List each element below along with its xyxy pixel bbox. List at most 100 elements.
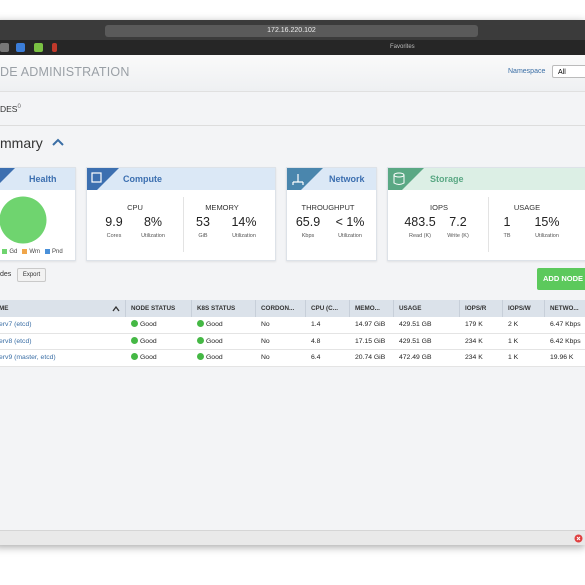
cell-text: erv9 (master, etcd) [0,354,56,361]
add-node-button[interactable]: ADD NODE [537,268,585,290]
node-name[interactable]: erv8 (etcd) [0,333,126,350]
cell-text: 1.4 [311,321,321,328]
legend-label: Gd [9,249,18,256]
nodes-tab[interactable]: DES0 [0,104,21,114]
legend-swatch [45,249,51,254]
section-label: MEMORY [205,203,239,212]
table-cell: 14.97 GiB [350,317,394,334]
health-card: Health [0,167,76,261]
table-cell: 20.74 GiB [350,350,394,367]
legend-item: Wm [22,249,40,255]
stat-unit: Utilization [338,233,362,239]
favorites-bar: Favorites [0,40,585,55]
legend-label: Pnd [52,249,63,256]
table-cell: No [256,333,306,350]
column-header[interactable]: NODE STATUS [126,300,192,317]
legend-swatch [2,249,8,254]
stat-unit: TB [503,233,511,239]
stat-unit: Kbps [301,233,315,239]
cell-text: Good [206,354,223,361]
table-cell: No [256,317,306,334]
legend-item: Pnd [45,249,63,255]
status-icon [131,320,138,327]
cell-text: 1 K [508,337,519,345]
nodes-label: des [0,271,12,278]
stat-value: 8% [143,215,163,229]
card-icon [287,168,323,190]
table-cell: 429.51 GB [394,333,460,350]
cell-text: 6.47 Kbps [550,321,581,328]
status-icon [197,320,204,327]
table-cell: Good [192,333,256,350]
cell-text: 2 K [508,321,519,328]
bookmark-icon[interactable] [52,43,57,52]
column-header[interactable]: CORDON... [256,300,306,317]
table-cell: Good [126,333,192,350]
column-header[interactable]: NETWO... [545,300,585,317]
card-icon [388,168,424,190]
storage-card: Storage [387,167,585,261]
namespace-label: Namespace [508,68,546,75]
cell-text: 20.74 GiB [355,354,386,361]
bookmark-icon[interactable] [16,43,25,52]
node-name[interactable]: erv9 (master, etcd) [0,350,126,367]
address-bar[interactable]: 172.16.220.102 [105,25,478,37]
card-header: Health [0,168,75,190]
status-icon [197,336,204,344]
section-label: THROUGHPUT [301,203,355,212]
stat-unit: Read (K) [408,233,431,239]
card-header: Storage [388,168,585,190]
status-icon [131,353,138,360]
bookmark-icon[interactable] [0,43,9,52]
table-cell: Good [192,317,256,334]
card-title: Storage [430,174,464,184]
cell-text: erv7 (etcd) [0,321,32,328]
column-header[interactable]: K8S STATUS [192,300,256,317]
health-chart [0,196,47,244]
cell-text: Good [206,337,223,345]
cell-text: erv8 (etcd) [0,337,32,345]
stat-value: 53 [196,215,210,229]
tab-badge: 0 [17,104,21,111]
column-header[interactable]: MEMO... [350,300,394,317]
stat-unit: Utilization [535,233,559,239]
section-label: CPU [127,203,143,212]
section-label: USAGE [513,203,541,212]
table-cell: 234 K [460,333,503,350]
browser-toolbar: 172.16.220.102 [0,20,585,40]
column-header[interactable]: IOPS/W [503,300,545,317]
card-icon [0,168,15,183]
cell-text: 4.8 [311,337,321,345]
table-cell: 472.49 GB [394,350,460,367]
cell-text: 6.4 [311,354,321,361]
cell-text: No [261,321,270,328]
column-header[interactable]: CPU (C... [306,300,350,317]
status-icon [197,353,204,360]
table-cell: 2 K [503,317,545,334]
table-cell: 234 K [460,350,503,367]
card-header: Compute [87,168,275,190]
summary-title: mmary [0,135,43,151]
column-header[interactable]: ME [0,300,126,317]
namespace-select[interactable]: All [552,65,585,78]
table-cell: Good [126,350,192,367]
stat-value: 1 [503,215,511,229]
sort-icon[interactable] [112,306,120,312]
error-icon[interactable] [574,534,583,543]
favorites-label[interactable]: Favorites [390,44,415,50]
column-header[interactable]: USAGE [394,300,460,317]
table-cell: 6.42 Kbps [545,333,585,350]
collapse-chevron[interactable] [51,137,65,147]
card-title: Network [329,174,365,184]
node-name[interactable]: erv7 (etcd) [0,317,126,334]
stat-value: 9.9 [105,215,123,229]
cell-text: 1 K [508,354,519,361]
bookmark-icon[interactable] [34,43,43,52]
table-cell: 19.96 K [545,350,585,367]
cell-text: 14.97 GiB [355,321,386,328]
cell-text: No [261,337,270,345]
tab-label[interactable]: DES [0,104,18,114]
column-header[interactable]: IOPS/R [460,300,503,317]
export-button[interactable]: Export [17,268,46,282]
section-label: IOPS [430,203,448,212]
